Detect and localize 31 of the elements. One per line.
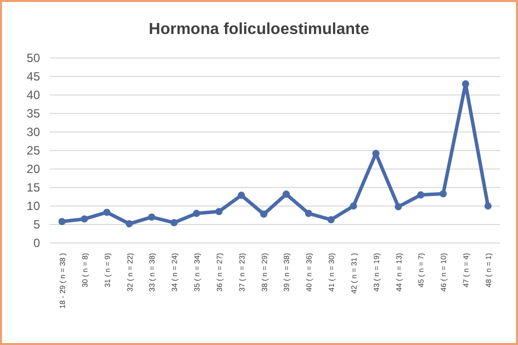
point (417, 191, 424, 198)
point (440, 190, 447, 198)
y-tick-label: 0 (33, 236, 40, 250)
point (126, 220, 133, 228)
point (327, 216, 335, 224)
y-tick-label: 45 (26, 70, 40, 84)
point (282, 190, 290, 198)
point (192, 210, 200, 217)
point (58, 218, 66, 226)
y-tick-label: 50 (26, 51, 40, 66)
point (103, 208, 110, 216)
y-tick-label: 20 (26, 162, 40, 176)
point (462, 80, 470, 88)
y-tick-label: 5 (33, 218, 40, 232)
point (80, 215, 88, 223)
point (215, 208, 223, 216)
y-tick-label: 10 (26, 199, 40, 214)
chart-title: Hormona foliculoestimulante (148, 21, 370, 38)
y-tick-label: 15 (26, 180, 40, 195)
y-tick-label: 40 (26, 88, 40, 102)
y-tick-label: 30 (26, 125, 40, 140)
point (148, 214, 156, 221)
point (394, 203, 402, 210)
point (305, 210, 312, 217)
y-tick-label: 25 (26, 144, 40, 158)
point (484, 202, 492, 210)
point (238, 192, 245, 199)
point (170, 219, 178, 226)
point (260, 210, 268, 218)
y-tick-label: 35 (26, 106, 40, 121)
point (350, 202, 358, 210)
